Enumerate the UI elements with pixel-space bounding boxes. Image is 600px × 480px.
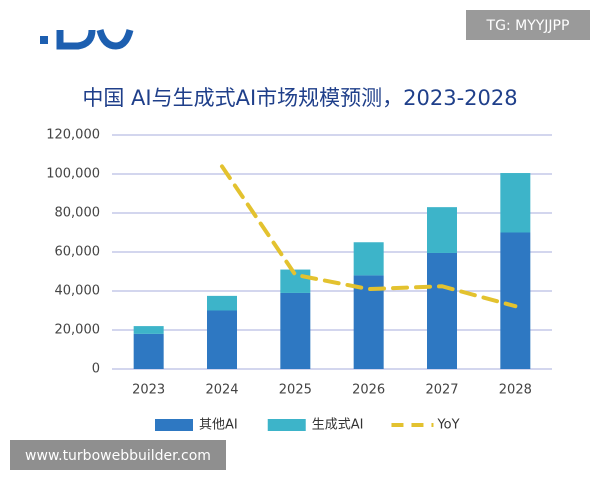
bar (427, 207, 457, 253)
bar (133, 326, 164, 334)
chart-title: 中国 AI与生成式AI市场规模预测，2023-2028 (82, 86, 517, 110)
bar (207, 295, 237, 311)
y-tick-label: 80,000 (55, 206, 101, 221)
x-tick-label: 2024 (205, 383, 238, 398)
watermark: TG: MYYJJPP (486, 18, 570, 34)
legend-label: 生成式AI (312, 418, 364, 433)
y-tick-label: 0 (92, 362, 100, 377)
bar (207, 310, 237, 369)
x-tick-label: 2027 (425, 383, 458, 398)
legend-label: YoY (436, 418, 459, 433)
x-tick-label: 2026 (352, 383, 385, 398)
legend-swatch (155, 419, 193, 431)
logo-fragment (40, 29, 134, 50)
bar (133, 333, 164, 369)
y-tick-label: 60,000 (55, 245, 101, 260)
bar (500, 232, 531, 369)
bar (427, 252, 457, 369)
bar (280, 292, 311, 369)
legend-label: 其他AI (199, 418, 238, 433)
bar (353, 275, 384, 369)
watermark-box (10, 440, 226, 470)
line-series (220, 164, 518, 309)
x-tick-label: 2023 (132, 383, 165, 398)
watermark-box (466, 10, 590, 40)
legend-swatch (267, 419, 306, 431)
y-tick-label: 20,000 (55, 323, 101, 338)
bar (500, 173, 531, 233)
bar (353, 242, 384, 276)
y-tick-label: 100,000 (46, 167, 100, 182)
y-tick-label: 120,000 (46, 128, 100, 143)
watermark: www.turbowebbuilder.com (25, 448, 211, 464)
y-tick-label: 40,000 (55, 284, 101, 299)
x-tick-label: 2025 (279, 383, 312, 398)
x-tick-label: 2028 (499, 383, 532, 398)
